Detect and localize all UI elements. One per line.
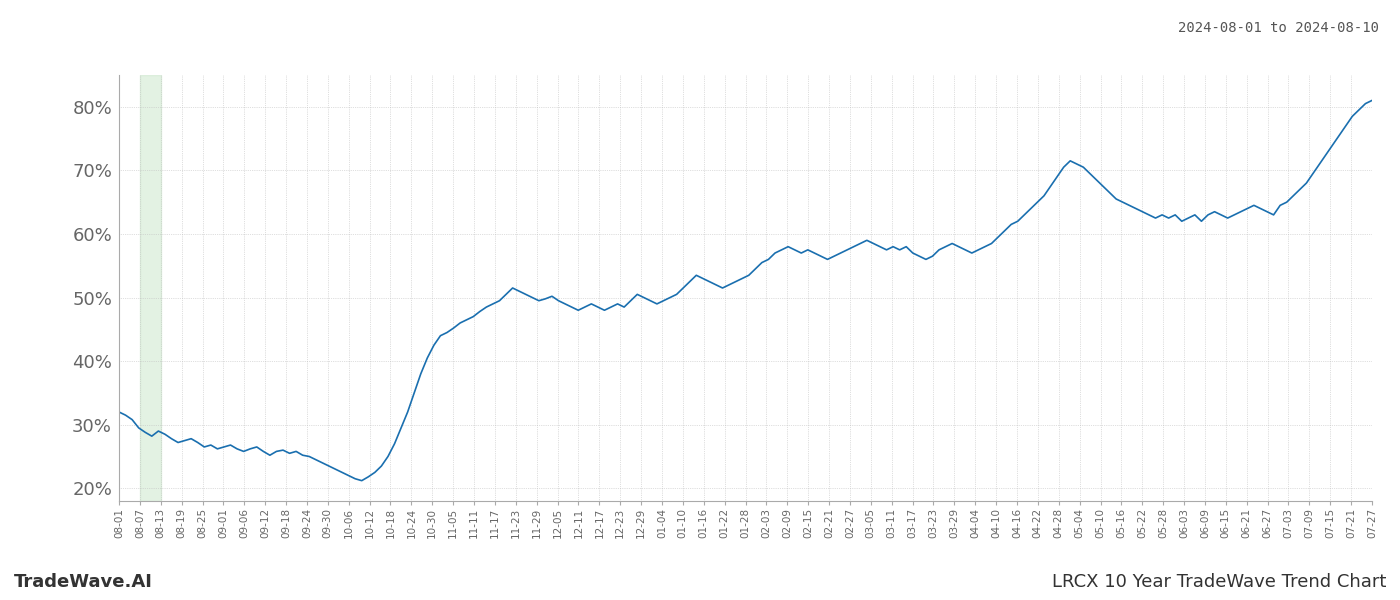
Text: LRCX 10 Year TradeWave Trend Chart: LRCX 10 Year TradeWave Trend Chart xyxy=(1051,573,1386,591)
Bar xyxy=(140,75,161,501)
Text: TradeWave.AI: TradeWave.AI xyxy=(14,573,153,591)
Text: 2024-08-01 to 2024-08-10: 2024-08-01 to 2024-08-10 xyxy=(1177,21,1379,35)
